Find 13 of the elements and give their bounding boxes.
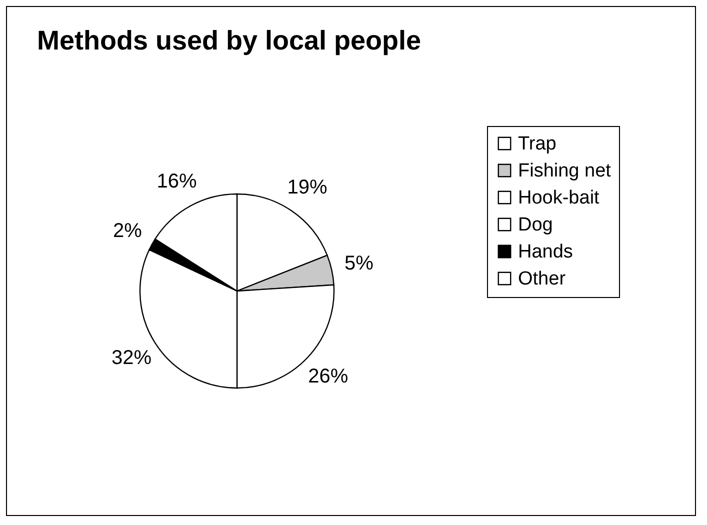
data-label: 16% [156, 170, 198, 192]
data-label: 2% [113, 220, 142, 242]
legend-label: Trap [518, 134, 556, 154]
chart-title: Methods used by local people [37, 26, 422, 56]
legend-label: Hook-bait [518, 188, 600, 208]
legend-label: Hands [518, 242, 573, 262]
data-label: 19% [287, 176, 328, 199]
data-label: 32% [111, 346, 152, 369]
legend-label: Fishing net [518, 160, 612, 182]
legend-label: Dog [518, 214, 553, 236]
data-label: 5% [344, 252, 374, 275]
data-label: 26% [308, 366, 348, 388]
legend-label: Other [518, 268, 566, 290]
